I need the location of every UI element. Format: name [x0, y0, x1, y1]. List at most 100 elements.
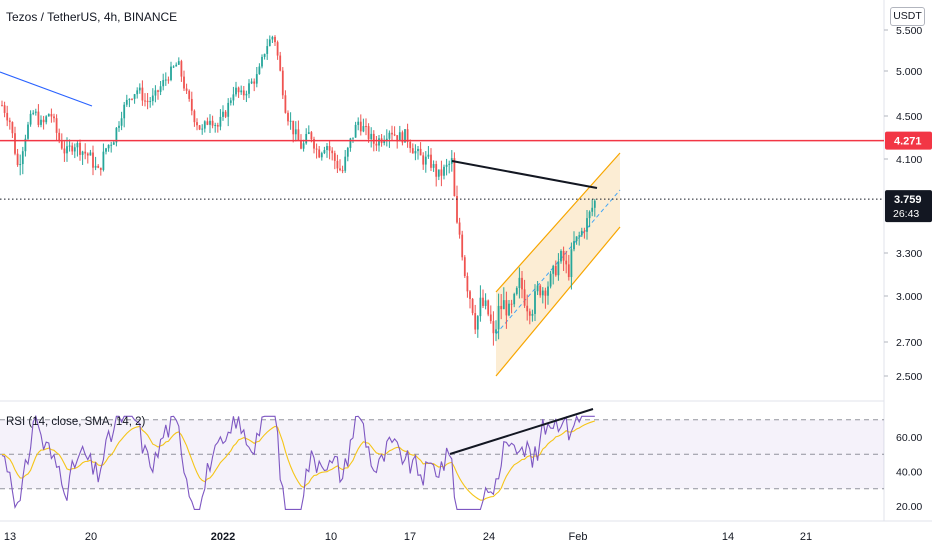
candle-body	[492, 321, 495, 334]
candle-body	[404, 129, 406, 143]
candle	[315, 143, 318, 159]
candle-body	[573, 241, 575, 250]
candle-body	[398, 132, 401, 142]
candle	[547, 281, 549, 305]
candle	[417, 145, 419, 160]
candle-body	[367, 126, 370, 140]
candle	[206, 117, 209, 126]
candle-body	[482, 297, 484, 306]
candle	[118, 121, 120, 132]
candle-body	[50, 114, 53, 117]
candle-body	[159, 86, 162, 92]
candle	[138, 83, 141, 94]
price-tick-label: 3.300	[896, 248, 922, 260]
candle-body	[458, 222, 461, 235]
candle-body	[198, 125, 201, 130]
candle-body	[170, 66, 172, 80]
candle-body	[583, 230, 586, 232]
candle	[89, 149, 92, 156]
time-tick-label: 13	[4, 531, 16, 543]
candle-body	[534, 291, 536, 314]
candle-body	[229, 100, 232, 103]
candle-body	[292, 120, 295, 135]
candle-body	[68, 145, 71, 147]
candle	[484, 293, 487, 310]
grid-lines	[0, 0, 932, 522]
candle	[495, 320, 497, 342]
candle	[297, 120, 300, 141]
candle	[536, 281, 539, 296]
candle-body	[365, 126, 367, 128]
candle	[456, 185, 458, 224]
candle	[437, 169, 440, 181]
candle-body	[453, 158, 456, 197]
candle	[463, 255, 466, 278]
candle	[21, 146, 24, 175]
candle	[492, 311, 495, 346]
candle-body	[224, 111, 227, 117]
candle-body	[73, 147, 76, 152]
candle	[128, 98, 131, 108]
candle-body	[89, 152, 92, 156]
candle	[281, 67, 284, 100]
candle	[258, 63, 261, 75]
candle	[162, 73, 165, 91]
candle	[339, 159, 341, 172]
candle	[544, 287, 547, 309]
price-tick-label: 5.000	[896, 66, 922, 78]
candle	[157, 89, 159, 100]
candle	[92, 145, 94, 176]
currency-unit-badge[interactable]: USDT	[890, 7, 925, 26]
candle	[284, 90, 287, 114]
candle	[276, 40, 279, 60]
rsi-line	[1, 414, 595, 510]
candle-body	[310, 132, 313, 140]
candle-body	[266, 46, 269, 54]
candle-body	[307, 132, 310, 134]
candle	[292, 120, 295, 143]
candle-body	[518, 277, 521, 288]
candle	[55, 114, 58, 141]
candle	[570, 242, 573, 290]
candle-body	[578, 235, 581, 237]
candle	[237, 86, 240, 98]
candle-body	[489, 314, 492, 322]
candle-body	[157, 90, 159, 92]
candle-body	[352, 137, 354, 139]
candle-body	[513, 293, 516, 305]
candle	[443, 164, 445, 180]
candle-body	[346, 147, 349, 157]
candle	[107, 144, 110, 152]
candle-body	[193, 110, 196, 123]
candle-body	[539, 285, 542, 296]
candle	[578, 231, 581, 246]
candle	[216, 122, 219, 133]
candle-body	[515, 287, 518, 294]
candle-body	[123, 104, 126, 119]
price-tick-label: 2.700	[896, 337, 922, 349]
candle	[214, 122, 217, 133]
candle-body	[575, 236, 578, 242]
candle-body	[500, 305, 503, 310]
candle	[180, 59, 183, 82]
candle-body	[3, 105, 6, 113]
candle	[557, 253, 560, 281]
candle-body	[105, 148, 107, 152]
candle-body	[549, 273, 552, 287]
candle	[183, 70, 185, 91]
candle	[411, 143, 414, 154]
candle-body	[495, 329, 497, 334]
candle	[45, 115, 48, 125]
candle	[172, 65, 175, 69]
chart-title: Tezos / TetherUS, 4h, BINANCE	[6, 10, 178, 24]
candle-body	[154, 90, 157, 96]
candle	[245, 90, 248, 103]
candle	[521, 270, 523, 299]
candle-body	[388, 132, 391, 139]
candle-body	[383, 140, 386, 144]
candle	[362, 118, 365, 133]
candle-body	[510, 303, 513, 305]
candle-body	[92, 152, 94, 168]
candle-body	[302, 143, 305, 149]
